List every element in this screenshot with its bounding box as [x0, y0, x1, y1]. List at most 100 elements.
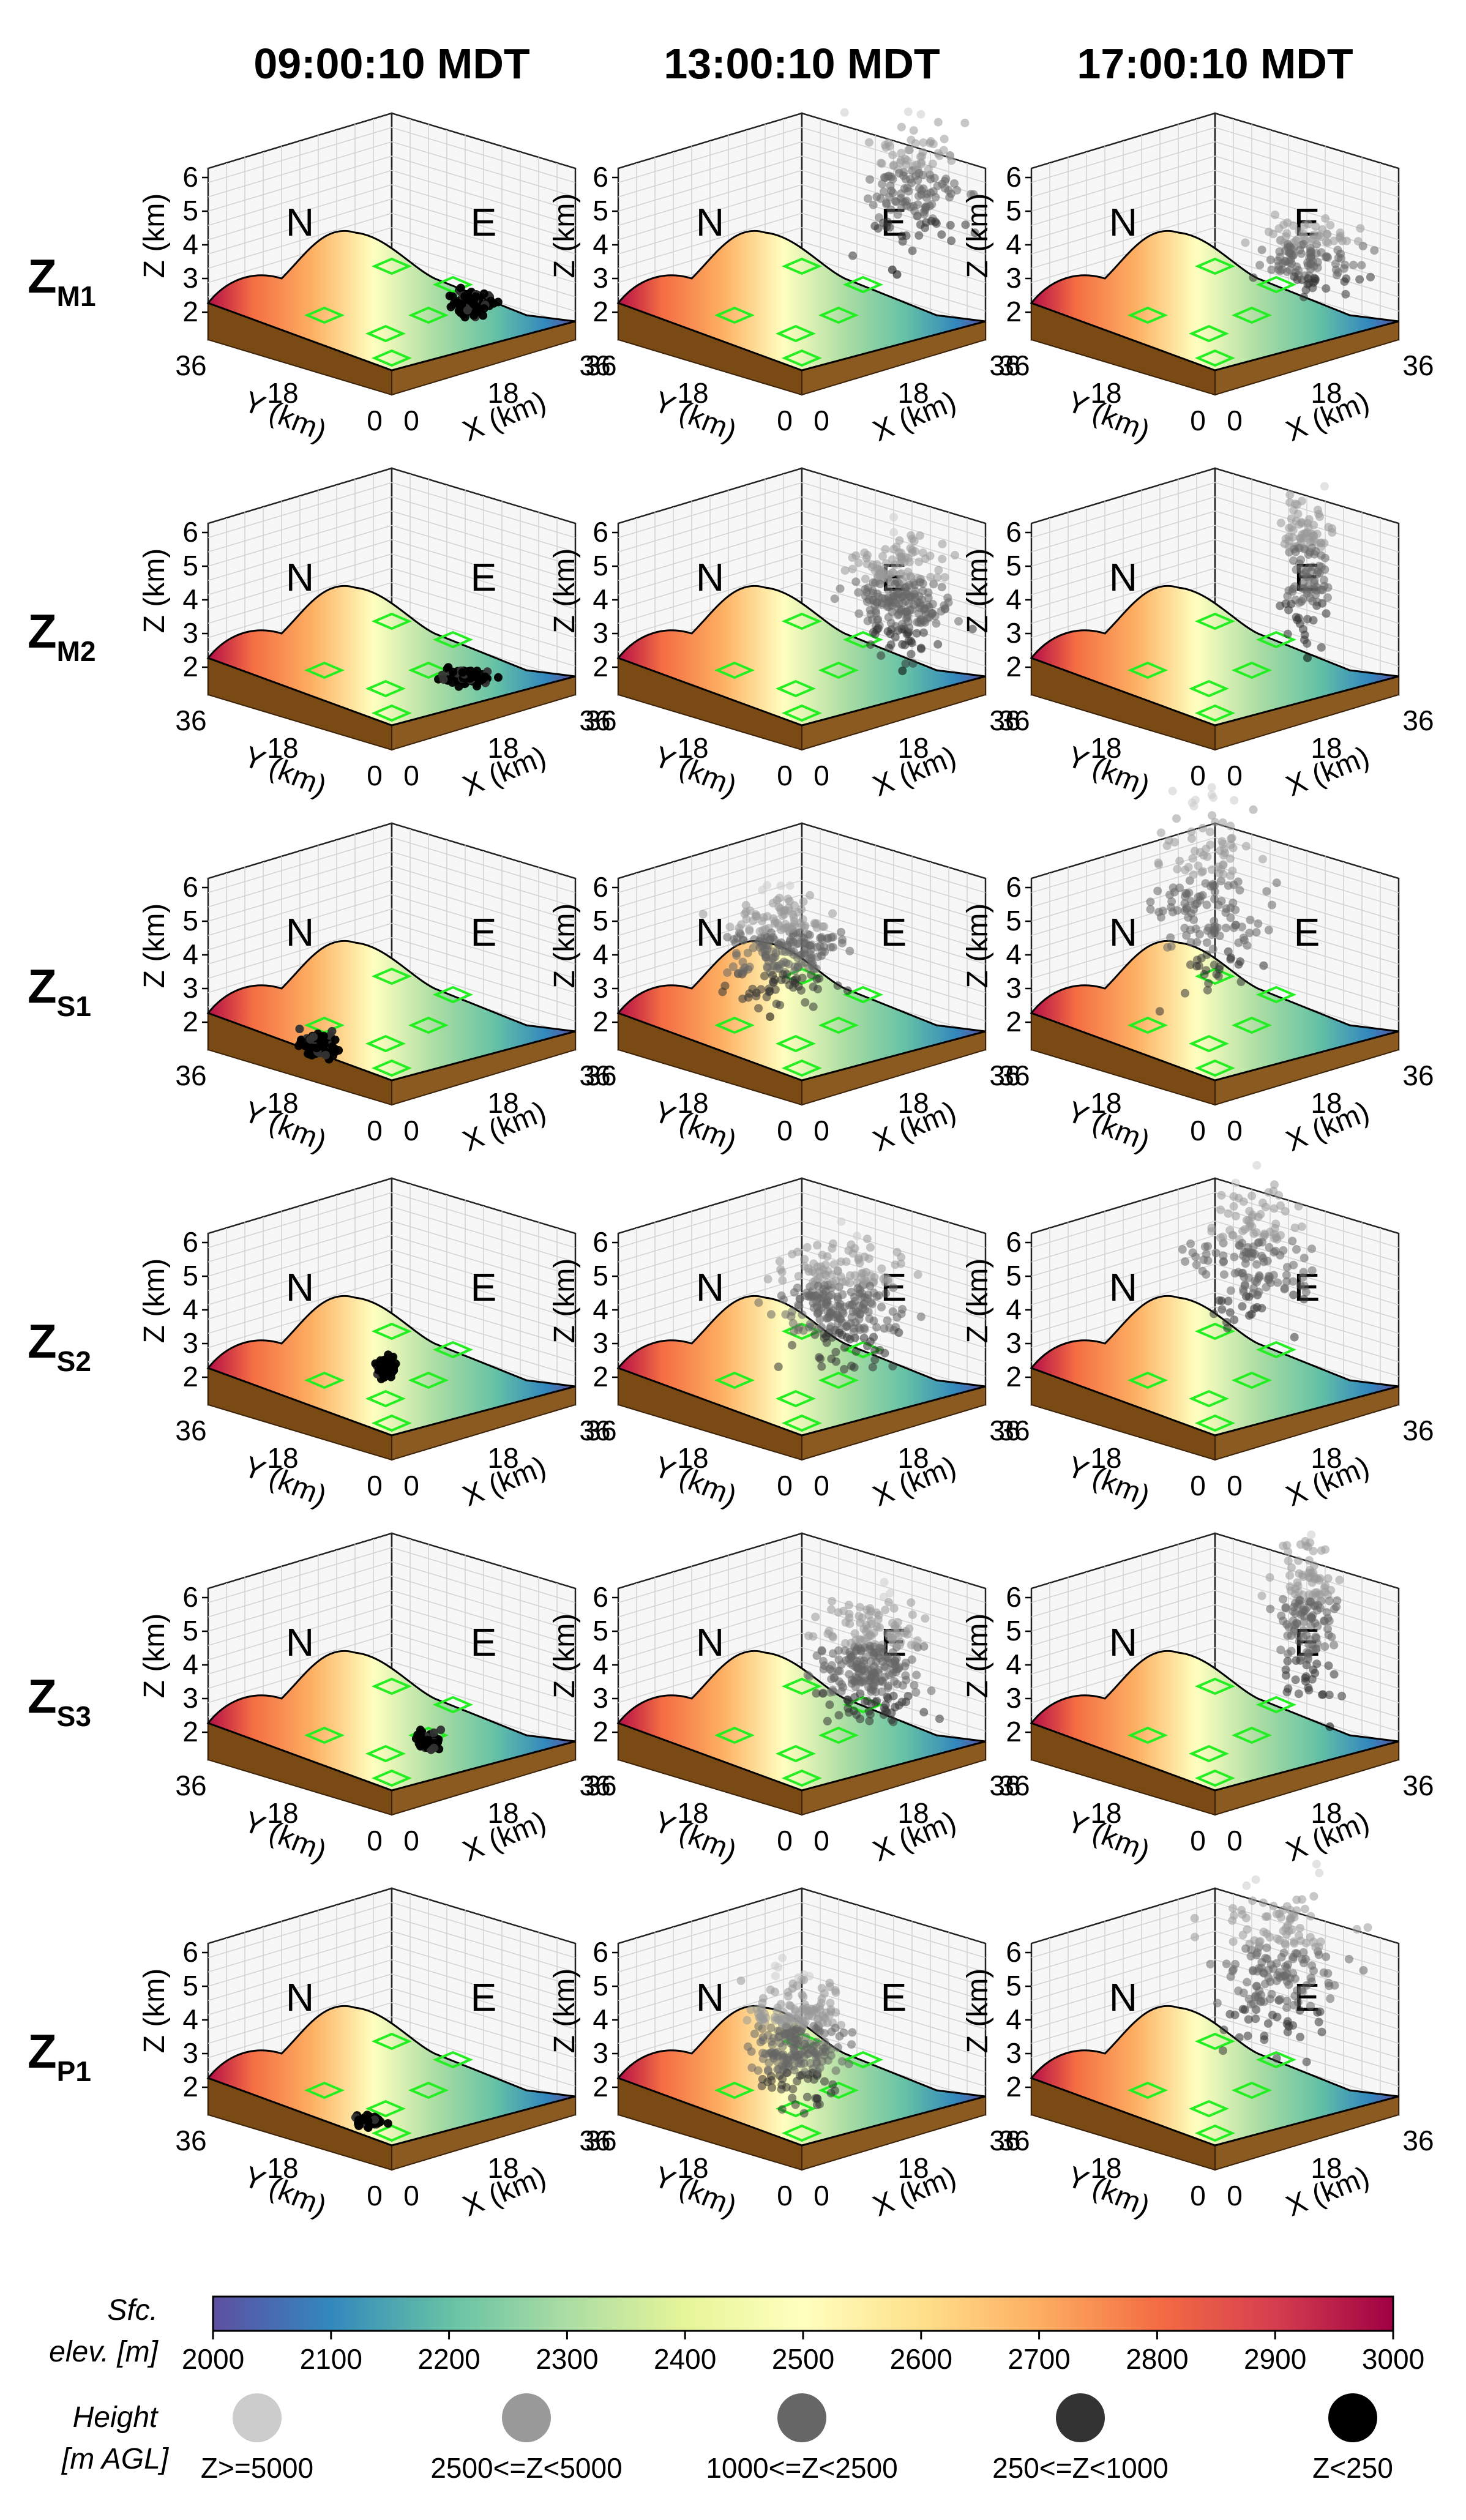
- plume-particle: [878, 567, 887, 576]
- plume-particle: [920, 210, 929, 219]
- plume-particle: [807, 962, 817, 971]
- plume-particle: [886, 205, 896, 214]
- plume-particle: [1293, 1578, 1302, 1587]
- plume-particle: [919, 616, 929, 626]
- wall-label-north: N: [696, 200, 724, 244]
- plume-particle: [1321, 214, 1330, 223]
- target-area-outline: [371, 612, 413, 630]
- plume-particle: [791, 2007, 800, 2016]
- grid-line: [1214, 141, 1399, 198]
- z-tick-label: 2: [593, 1361, 608, 1393]
- grid-line: [391, 866, 576, 922]
- target-area-outline: [714, 1726, 755, 1744]
- plume-particle: [801, 921, 810, 930]
- plume-particle: [1353, 237, 1363, 246]
- plume-particle: [813, 1309, 822, 1318]
- target-area-outline: [818, 661, 859, 679]
- plume-particle: [1219, 2046, 1227, 2055]
- z-tick-label: 2: [1006, 651, 1022, 682]
- plume-particle: [1293, 1620, 1302, 1629]
- plume-particle: [845, 1301, 854, 1310]
- plume-particle: [1252, 1161, 1262, 1170]
- grid-line: [208, 1590, 392, 1647]
- terrain-surface: [1030, 1295, 1399, 1437]
- plume-particle: [1207, 790, 1216, 799]
- target-area-outline: [1127, 2081, 1169, 2099]
- plume-particle: [833, 1267, 842, 1276]
- wall-label-north: N: [1109, 200, 1137, 244]
- plume-particle: [883, 172, 892, 181]
- plume-particle: [1202, 938, 1211, 947]
- plume-particle: [794, 2033, 803, 2042]
- plume-particle: [1268, 900, 1276, 910]
- terrain-surface: [616, 230, 986, 372]
- wall-label-north: N: [286, 910, 314, 954]
- grid-line: [1214, 482, 1399, 539]
- target-area-outline: [304, 661, 345, 679]
- plume-particle: [1235, 886, 1244, 895]
- plume-particle: [1203, 852, 1212, 861]
- plume-particle: [1238, 2005, 1247, 2014]
- column-title-3: 17:00:10 MDT: [1077, 40, 1353, 88]
- grid-line: [618, 539, 802, 596]
- y-tick-label: 36: [175, 1770, 206, 1801]
- grid-line: [801, 1192, 986, 1249]
- plume-particle: [747, 2047, 756, 2056]
- target-area-outline: [1127, 1371, 1169, 1389]
- x-tick-label: 36: [579, 1415, 610, 1446]
- z-axis-label: Z (km): [962, 1258, 994, 1344]
- plume-particle: [1247, 1310, 1256, 1318]
- plume-particle: [1257, 245, 1266, 255]
- plume-particle: [933, 573, 942, 582]
- grid-line: [391, 610, 576, 667]
- target-area-outline: [1194, 1322, 1236, 1340]
- plume-particle: [1167, 903, 1175, 912]
- x-tick-label: 36: [989, 350, 1020, 381]
- grid-line: [618, 141, 802, 198]
- grid-line: [801, 1902, 986, 1959]
- height-legend-label: 250<=Z<1000: [992, 2452, 1169, 2484]
- x-tick-label: 0: [403, 1115, 419, 1146]
- plume-particle: [884, 1277, 893, 1287]
- height-legend-label: Z>=5000: [201, 2452, 313, 2484]
- plume-particle: [750, 2029, 759, 2038]
- target-area-outline: [1194, 612, 1236, 630]
- plume-particle: [840, 108, 849, 117]
- target-area-outline: [365, 1034, 406, 1053]
- grid-line: [1031, 496, 1216, 553]
- target-area-outline: [1127, 661, 1169, 679]
- target-area-outline: [304, 1726, 345, 1744]
- plume-particle: [816, 933, 825, 943]
- plume-particle: [840, 1365, 849, 1374]
- plume-particle: [803, 930, 812, 939]
- plume-particle: [1319, 575, 1328, 585]
- plume-particle: [938, 555, 947, 564]
- z-tick-label: 3: [182, 617, 198, 649]
- plume-particle: [838, 1318, 847, 1328]
- plume-particle: [754, 2066, 763, 2075]
- plume-particle: [1191, 1252, 1200, 1262]
- plume-particle: [354, 2122, 364, 2131]
- plume-particle: [1187, 834, 1196, 843]
- plume-particle: [847, 1287, 856, 1296]
- grid-line: [1031, 1632, 1216, 1689]
- plume-particle: [888, 189, 897, 198]
- plume-particle: [1297, 1222, 1306, 1232]
- z-tick-label: 4: [593, 1648, 608, 1680]
- plume-particle: [880, 1662, 889, 1671]
- plume-particle: [698, 910, 708, 919]
- x-tick-label: 18: [487, 377, 518, 409]
- plume-particle: [1260, 2035, 1269, 2044]
- grid-line: [1214, 596, 1399, 652]
- plume-particle: [921, 554, 930, 563]
- plume-particle: [886, 1588, 895, 1598]
- plume-particle: [1284, 1684, 1293, 1693]
- plume-particle: [798, 1310, 807, 1319]
- plume-particle: [822, 1338, 831, 1347]
- plume-particle: [854, 558, 863, 567]
- grid-line: [618, 482, 802, 539]
- grid-line: [1031, 1973, 1216, 2030]
- grid-line: [208, 1902, 392, 1959]
- target-area-outline: [1255, 985, 1297, 1004]
- plume-particle: [1219, 1270, 1229, 1279]
